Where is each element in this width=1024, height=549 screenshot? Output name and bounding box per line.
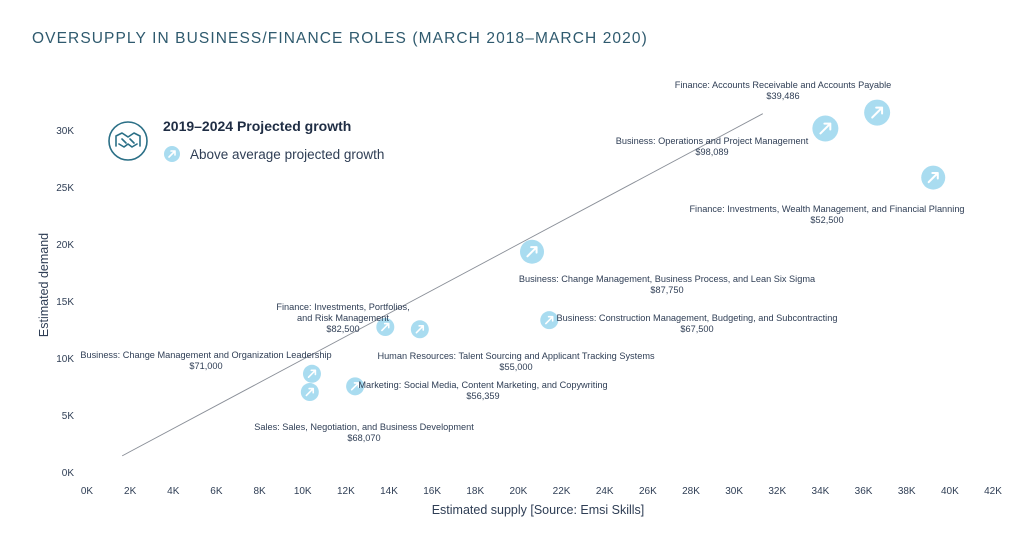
point-salary-label: $55,000: [499, 362, 532, 372]
y-tick-label: 20K: [56, 240, 74, 251]
y-tick-label: 0K: [62, 468, 75, 479]
x-axis-label: Estimated supply [Source: Emsi Skills]: [432, 503, 645, 517]
x-tick-label: 12K: [337, 486, 355, 497]
point-salary-label: $87,750: [650, 285, 683, 295]
point-salary-label: $71,000: [189, 361, 222, 371]
x-tick-label: 0K: [81, 486, 94, 497]
x-tick-label: 36K: [855, 486, 873, 497]
y-tick-label: 10K: [56, 354, 74, 365]
point-category-label: Sales: Sales, Negotiation, and Business …: [254, 422, 474, 432]
legend: 2019–2024 Projected growth Above average…: [108, 118, 384, 162]
point-salary-label: $82,500: [326, 324, 359, 334]
x-tick-label: 42K: [984, 486, 1002, 497]
data-point: [864, 99, 891, 126]
x-tick-label: 22K: [553, 486, 571, 497]
x-tick-label: 32K: [768, 486, 786, 497]
y-tick-label: 25K: [56, 183, 74, 194]
chart-title: OVERSUPPLY IN BUSINESS/FINANCE ROLES (MA…: [32, 30, 648, 47]
point-salary-label: $39,486: [766, 91, 799, 101]
x-tick-label: 20K: [510, 486, 528, 497]
x-tick-label: 28K: [682, 486, 700, 497]
x-tick-label: 6K: [210, 486, 223, 497]
y-tick-label: 30K: [56, 126, 74, 137]
point-salary-label: $68,070: [347, 433, 380, 443]
point-category-label: Human Resources: Talent Sourcing and App…: [377, 351, 655, 361]
x-tick-label: 30K: [725, 486, 743, 497]
trend-line: [121, 113, 764, 457]
point-category-label: Business: Change Management, Business Pr…: [519, 274, 816, 284]
data-point: [300, 383, 319, 402]
point-salary-label: $98,089: [695, 147, 728, 157]
y-tick-label: 5K: [62, 411, 75, 422]
x-tick-label: 14K: [380, 486, 398, 497]
point-salary-label: $56,359: [466, 391, 499, 401]
legend-title: 2019–2024 Projected growth: [163, 118, 351, 134]
point-category-label: Finance: Investments, Wealth Management,…: [689, 204, 964, 214]
point-salary-label: $67,500: [680, 324, 713, 334]
arrow-up-right-circle-icon: [164, 146, 180, 162]
point-category-label: Business: Operations and Project Managem…: [616, 136, 809, 146]
data-point: [410, 320, 429, 339]
data-point: [921, 165, 946, 190]
data-point: [346, 377, 365, 396]
x-tick-label: 8K: [253, 486, 266, 497]
handshake-icon: [108, 121, 148, 161]
x-tick-label: 4K: [167, 486, 180, 497]
x-tick-label: 38K: [898, 486, 916, 497]
data-point: [302, 364, 321, 383]
data-point: [812, 115, 839, 142]
point-category-label: Marketing: Social Media, Content Marketi…: [358, 380, 607, 390]
legend-item-label: Above average projected growth: [190, 147, 384, 162]
x-tick-label: 10K: [294, 486, 312, 497]
x-tick-label: 34K: [812, 486, 830, 497]
point-category-label: Business: Construction Management, Budge…: [557, 313, 838, 323]
x-tick-label: 18K: [466, 486, 484, 497]
point-category-label: Finance: Accounts Receivable and Account…: [675, 80, 892, 90]
x-tick-label: 40K: [941, 486, 959, 497]
x-tick-label: 16K: [423, 486, 441, 497]
point-category-label: and Risk Management: [297, 313, 389, 323]
x-tick-label: 26K: [639, 486, 657, 497]
point-category-label: Finance: Investments, Portfolios,: [276, 302, 409, 312]
data-point: [376, 318, 395, 336]
x-tick-label: 2K: [124, 486, 137, 497]
data-point: [540, 311, 559, 330]
x-tick-label: 24K: [596, 486, 614, 497]
point-salary-label: $52,500: [810, 215, 843, 225]
y-tick-label: 15K: [56, 297, 74, 308]
data-point: [520, 239, 544, 264]
y-axis-label: Estimated demand: [37, 233, 51, 337]
point-category-label: Business: Change Management and Organiza…: [80, 350, 331, 360]
